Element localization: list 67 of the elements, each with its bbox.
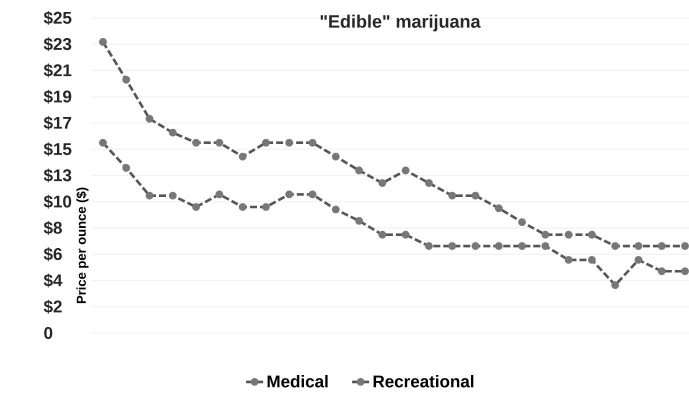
point	[122, 164, 130, 172]
y-tick-label: $10	[44, 194, 72, 209]
point	[146, 114, 154, 123]
point	[378, 230, 386, 239]
point	[168, 192, 177, 200]
point	[448, 242, 456, 250]
y-tick-label: $8	[44, 221, 62, 235]
point	[425, 242, 433, 250]
y-tick-label: $21	[44, 64, 72, 78]
y-tick-label: $25	[44, 11, 72, 25]
point	[518, 242, 526, 250]
point	[308, 138, 316, 147]
y-tick-label: 0	[44, 326, 52, 340]
point	[472, 192, 480, 200]
point	[192, 138, 200, 147]
chart-title: "Edible" marijuana	[320, 14, 481, 32]
point	[658, 267, 666, 276]
point	[238, 152, 247, 160]
point	[99, 138, 107, 147]
point	[332, 152, 340, 160]
point	[402, 166, 410, 174]
point	[308, 190, 316, 198]
point	[402, 230, 410, 239]
y-tick-label: $6	[44, 247, 62, 262]
legend-label: Recreational	[374, 374, 474, 388]
point	[564, 256, 573, 264]
point	[611, 242, 620, 250]
point	[378, 179, 386, 187]
point	[564, 230, 573, 239]
point	[215, 190, 224, 198]
y-tick-label: $13	[44, 168, 72, 182]
point	[611, 281, 620, 290]
point	[634, 242, 642, 250]
point	[588, 256, 596, 264]
y-tick-label: $19	[44, 90, 72, 104]
point	[541, 242, 550, 250]
point	[425, 179, 433, 187]
point	[99, 38, 107, 46]
point	[355, 216, 363, 225]
point	[285, 190, 294, 198]
point	[146, 192, 154, 200]
point	[355, 166, 363, 174]
point	[122, 76, 130, 84]
point	[238, 203, 247, 211]
point	[518, 218, 526, 226]
point	[448, 192, 456, 200]
y-tick-label: $2	[44, 300, 62, 314]
y-tick-label: $4	[44, 274, 62, 288]
point	[658, 242, 666, 250]
point	[494, 242, 503, 250]
point	[472, 242, 480, 250]
point	[215, 138, 224, 147]
point	[262, 138, 270, 147]
legend-label: Medical	[268, 374, 328, 388]
point	[634, 256, 642, 264]
point	[285, 138, 294, 147]
point	[588, 230, 596, 239]
point	[262, 203, 270, 211]
point	[192, 203, 200, 211]
y-tick-label: $17	[44, 116, 72, 130]
point	[494, 204, 503, 212]
point	[541, 230, 550, 239]
point	[168, 128, 177, 137]
y-axis-title: Price per ounce ($)	[76, 188, 88, 304]
y-tick-label: $23	[44, 37, 72, 52]
point	[332, 206, 340, 214]
y-tick-label: $15	[44, 142, 72, 156]
